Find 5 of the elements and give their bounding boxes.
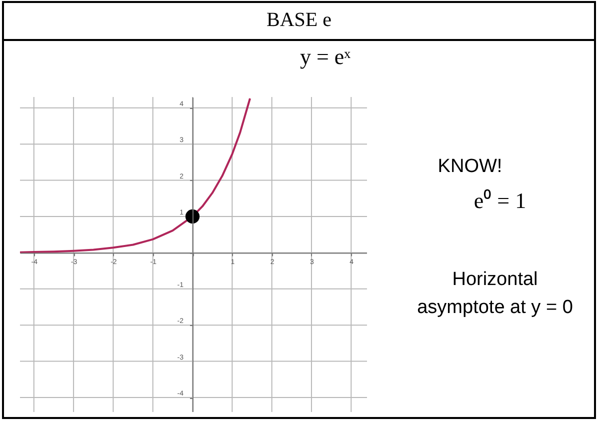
text: e⁰ = 1	[472, 187, 528, 214]
text: KNOW!	[436, 156, 504, 178]
chart-title: BASE e	[2, 1, 596, 41]
text: y = eˣ	[300, 44, 352, 70]
text: Horizontal asymptote at y = 0	[416, 268, 574, 320]
